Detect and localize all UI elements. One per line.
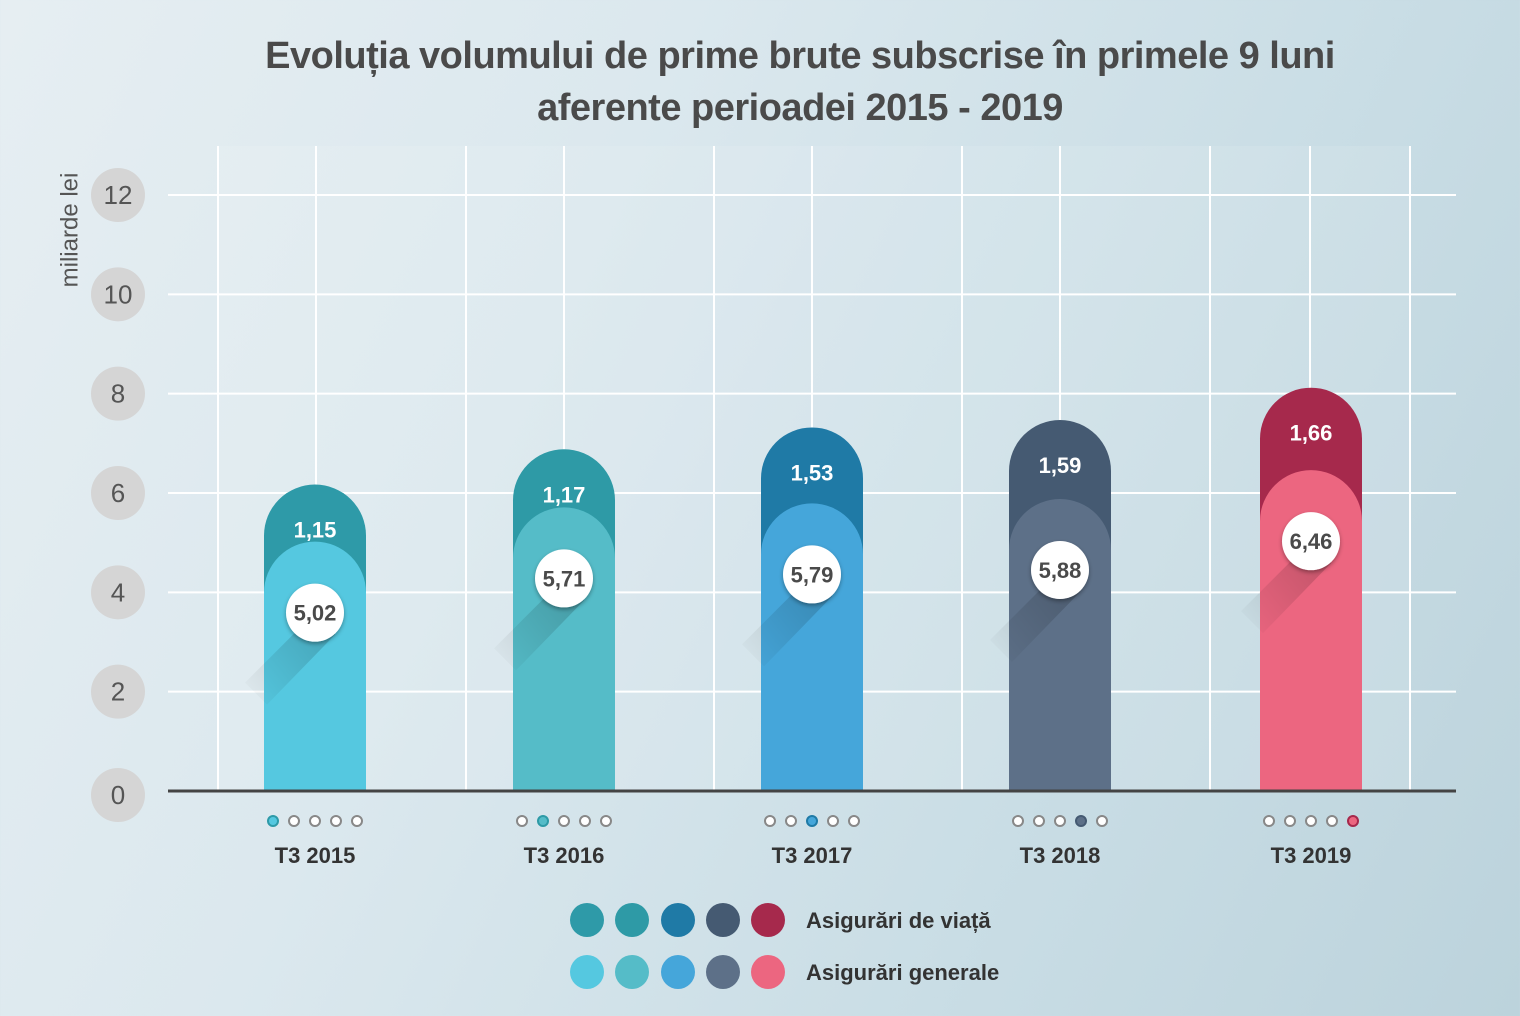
y-tick-label: 4 <box>111 577 125 607</box>
category-dot-active <box>1075 815 1087 827</box>
legend-swatch <box>661 955 695 989</box>
category-dot <box>827 815 839 827</box>
category-dot <box>1284 815 1296 827</box>
category-dot <box>288 815 300 827</box>
legend-swatch <box>751 955 785 989</box>
legend-swatch <box>615 903 649 937</box>
data-label-general: 6,46 <box>1290 529 1333 554</box>
category-dot-active <box>1347 815 1359 827</box>
category-dot <box>351 815 363 827</box>
bar-group: 5,79 1,53 <box>742 427 863 791</box>
category-dot <box>579 815 591 827</box>
data-label-general: 5,88 <box>1039 558 1082 583</box>
data-label-life: 1,53 <box>791 460 834 485</box>
data-label-life: 1,66 <box>1290 421 1333 446</box>
category-dot <box>1263 815 1275 827</box>
legend-label: Asigurări de viață <box>806 908 991 933</box>
chart-title-line-2: aferente perioadei 2015 - 2019 <box>537 87 1063 129</box>
category-dot-active <box>267 815 279 827</box>
value-badge <box>286 583 344 642</box>
y-tick-badge <box>91 466 145 520</box>
chart-title: Evoluția volumului de prime brute subscr… <box>0 30 1520 134</box>
y-tick-badge <box>91 664 145 719</box>
legend-swatch <box>706 903 740 937</box>
legend-swatch <box>661 903 695 937</box>
x-tick-label: T3 2019 <box>1271 843 1352 868</box>
y-tick-badge <box>91 366 145 421</box>
x-tick-label: T3 2018 <box>1020 843 1101 868</box>
category-dot <box>1012 815 1024 827</box>
legend-swatch <box>570 903 604 937</box>
category-dot <box>558 815 570 827</box>
y-tick-badge <box>91 168 145 222</box>
y-tick-label: 0 <box>111 780 125 810</box>
value-badge <box>535 549 593 608</box>
category-dot <box>309 815 321 827</box>
y-tick-badge <box>91 768 145 822</box>
y-tick-label: 2 <box>111 677 125 707</box>
legend-label: Asigurări generale <box>806 960 999 985</box>
category-dot <box>600 815 612 827</box>
category-dot <box>785 815 797 827</box>
data-label-general: 5,02 <box>294 601 337 626</box>
bar-group: 5,88 1,59 <box>990 419 1111 791</box>
category-dot <box>330 815 342 827</box>
y-tick-badge <box>91 267 145 322</box>
data-label-general: 5,71 <box>543 566 586 591</box>
category-dot-active <box>806 815 818 827</box>
data-label-general: 5,79 <box>791 562 834 587</box>
y-tick-label: 8 <box>111 379 125 409</box>
x-tick-label: T3 2015 <box>275 843 356 868</box>
y-tick-label: 12 <box>104 180 133 210</box>
category-dot <box>848 815 860 827</box>
category-dot <box>1326 815 1338 827</box>
value-badge <box>783 545 841 604</box>
category-dot <box>1305 815 1317 827</box>
bar-group: 5,02 1,15 <box>245 484 366 791</box>
x-tick-label: T3 2016 <box>524 843 605 868</box>
y-tick-label: 6 <box>111 478 125 508</box>
y-tick-label: 10 <box>104 279 133 309</box>
legend-swatch <box>751 903 785 937</box>
category-dot <box>1096 815 1108 827</box>
bar-group: 6,46 1,66 <box>1241 387 1362 791</box>
data-label-life: 1,59 <box>1039 453 1082 478</box>
category-dot <box>516 815 528 827</box>
legend-swatch <box>570 955 604 989</box>
y-tick-badge <box>91 565 145 620</box>
value-badge <box>1031 540 1089 599</box>
x-tick-label: T3 2017 <box>772 843 853 868</box>
legend-swatch <box>615 955 649 989</box>
legend-swatch <box>706 955 740 989</box>
data-label-life: 1,15 <box>294 518 337 543</box>
category-dot <box>764 815 776 827</box>
category-dot <box>1054 815 1066 827</box>
bar-group: 5,71 1,17 <box>494 449 615 791</box>
category-dot-active <box>537 815 549 827</box>
chart-title-line-1: Evoluția volumului de prime brute subscr… <box>265 35 1335 77</box>
value-badge <box>1282 512 1340 571</box>
data-label-life: 1,17 <box>543 482 586 507</box>
category-dot <box>1033 815 1045 827</box>
